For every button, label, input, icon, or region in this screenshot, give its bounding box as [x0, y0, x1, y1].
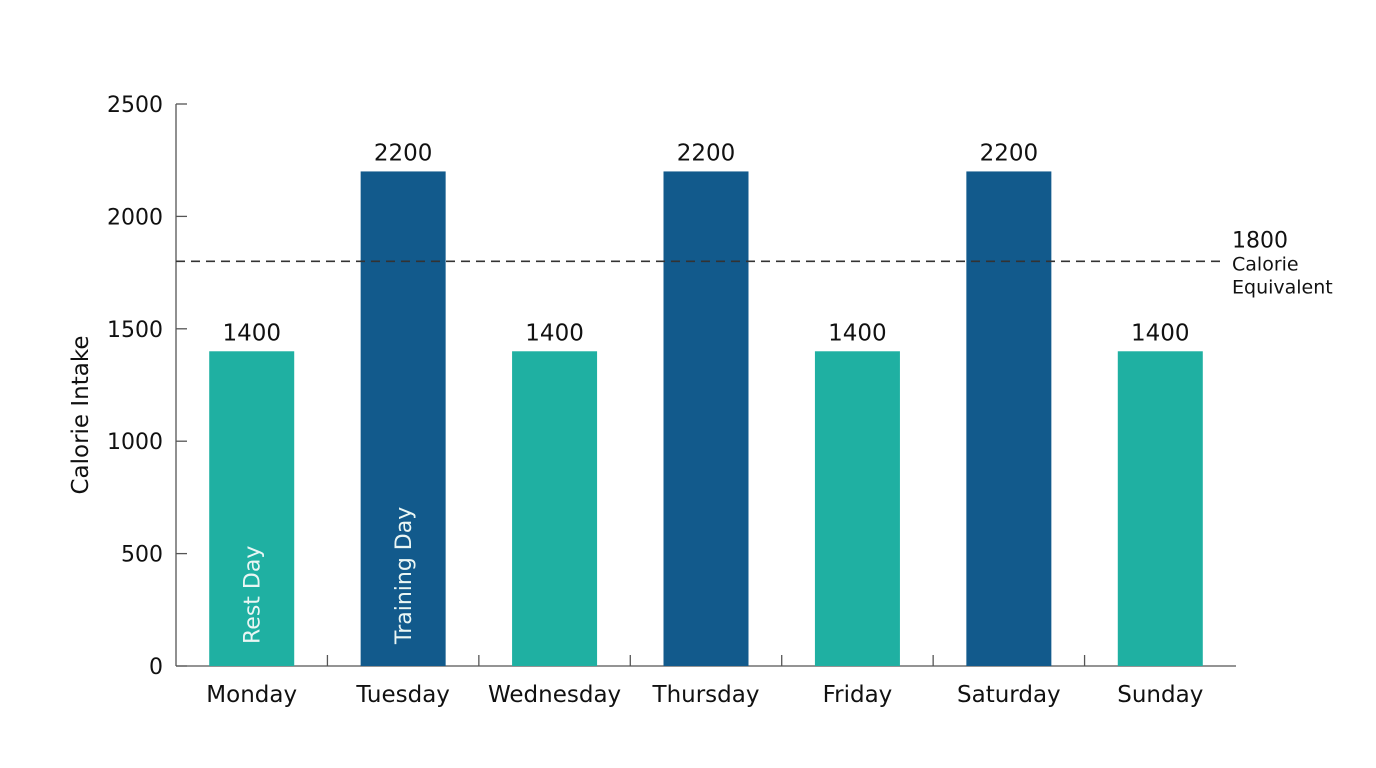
reference-line-group: 1800 Calorie Equivalent — [176, 228, 1333, 298]
data-label-saturday: 2200 — [980, 140, 1039, 166]
data-label-thursday: 2200 — [677, 140, 736, 166]
y-axis-ticks: 0 500 1000 1500 2000 2500 — [107, 93, 187, 680]
data-label-wednesday: 1400 — [525, 320, 584, 346]
reference-line-value-label: 1800 — [1232, 228, 1288, 253]
x-category-label: Wednesday — [488, 682, 621, 708]
x-axis-ticks — [326, 655, 1086, 666]
y-tick-label: 2000 — [107, 205, 163, 230]
data-label-monday: 1400 — [222, 320, 281, 346]
x-category-label: Friday — [823, 682, 893, 708]
data-label-tuesday: 2200 — [374, 140, 433, 166]
bar-tuesday — [360, 171, 446, 666]
bar-saturday — [966, 171, 1052, 666]
y-tick-label: 2500 — [107, 93, 163, 118]
bar-monday — [209, 351, 295, 666]
reference-line-label-line2: Equivalent — [1232, 276, 1333, 298]
y-tick-label: 500 — [121, 543, 163, 568]
y-tick-label: 1500 — [107, 318, 163, 343]
x-category-label: Saturday — [957, 682, 1061, 708]
x-category-label: Tuesday — [355, 682, 450, 708]
x-category-label: Monday — [206, 682, 297, 708]
bar-annotations: Rest Day Training Day — [241, 507, 417, 645]
y-tick-label: 1000 — [107, 430, 163, 455]
category-labels: Monday Tuesday Wednesday Thursday Friday Satu… — [206, 682, 1203, 708]
bar-thursday — [663, 171, 749, 666]
bar-annotation-tuesday: Training Day — [392, 507, 417, 645]
data-labels: 1400 2200 1400 2200 1400 2200 1400 — [222, 140, 1189, 346]
y-axis-title: Calorie Intake — [68, 335, 94, 494]
reference-line-label-line1: Calorie — [1232, 253, 1299, 275]
data-label-sunday: 1400 — [1131, 320, 1190, 346]
y-tick-label: 0 — [149, 655, 163, 680]
data-label-friday: 1400 — [828, 320, 887, 346]
bar-wednesday — [512, 351, 598, 666]
bar-annotation-monday: Rest Day — [241, 546, 266, 644]
x-category-label: Sunday — [1117, 682, 1203, 708]
bar-friday — [814, 351, 900, 666]
bar-sunday — [1117, 351, 1203, 666]
x-category-label: Thursday — [652, 682, 760, 708]
bars — [209, 171, 1203, 666]
